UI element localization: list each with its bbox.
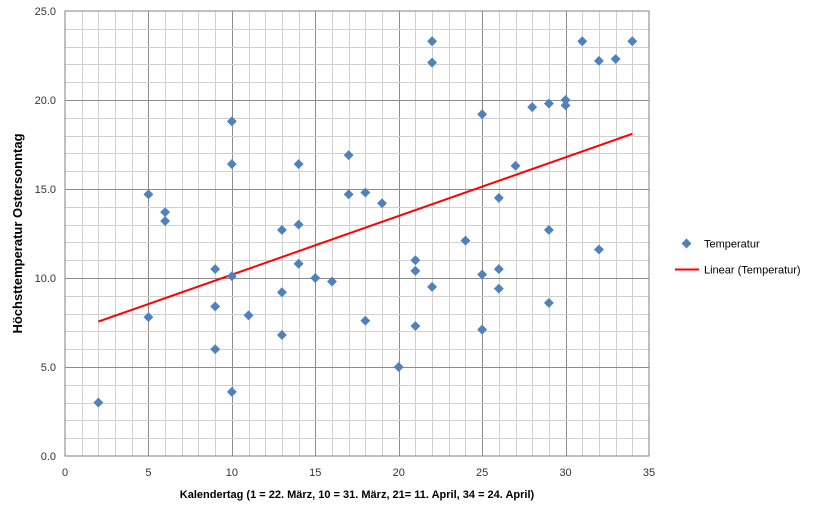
- data-point: [593, 244, 604, 255]
- data-point: [560, 100, 571, 111]
- legend-marker-temperatur: [681, 238, 692, 249]
- legend-label-temperatur: Temperatur: [704, 239, 760, 251]
- x-tick-label: 0: [62, 467, 68, 479]
- data-point: [143, 189, 154, 200]
- data-marks: [93, 36, 638, 408]
- x-tick-label: 30: [559, 467, 571, 479]
- x-tick-label: 35: [643, 467, 655, 479]
- data-point: [577, 36, 588, 47]
- data-point: [210, 344, 221, 355]
- data-point: [160, 216, 171, 226]
- data-point: [293, 159, 304, 170]
- x-tick-label: 20: [393, 467, 405, 479]
- data-point: [427, 281, 438, 292]
- data-point: [360, 315, 371, 326]
- data-point: [543, 297, 554, 308]
- data-point: [293, 219, 304, 230]
- data-point: [327, 276, 337, 287]
- y-axis-title: Höchsttemperatur Ostersonntag: [10, 133, 25, 333]
- data-point: [360, 187, 371, 198]
- x-axis-title: Kalendertag (1 = 22. März, 10 = 31. März…: [180, 489, 535, 501]
- data-point: [343, 150, 354, 161]
- data-point: [493, 264, 504, 275]
- x-tick-label: 25: [476, 467, 488, 479]
- plot-area-border: [64, 10, 650, 457]
- data-point: [310, 273, 321, 283]
- y-tick-label: 20.0: [35, 95, 56, 107]
- data-point: [593, 55, 604, 66]
- trendline-linear: [98, 132, 633, 323]
- data-point: [343, 189, 354, 200]
- data-point: [276, 224, 287, 235]
- data-point: [393, 362, 404, 372]
- data-point: [293, 258, 304, 269]
- data-point: [226, 159, 237, 170]
- data-point: [493, 283, 504, 294]
- data-point: [493, 192, 504, 203]
- y-tick-label: 0.0: [41, 451, 56, 463]
- data-point: [610, 54, 621, 65]
- x-tick-label: 10: [226, 467, 238, 479]
- data-point: [160, 207, 171, 218]
- data-point: [210, 264, 221, 275]
- data-point: [410, 265, 421, 276]
- legend: Temperatur Linear (Temperatur): [675, 239, 801, 277]
- data-point: [560, 95, 571, 105]
- data-point: [410, 321, 421, 332]
- data-point: [543, 98, 554, 109]
- data-point: [410, 255, 421, 266]
- data-point: [276, 287, 287, 298]
- y-tick-label: 15.0: [35, 184, 56, 196]
- data-point: [627, 36, 638, 47]
- y-tick-label: 5.0: [41, 362, 56, 374]
- data-point: [226, 116, 237, 127]
- data-point: [477, 324, 488, 335]
- data-point: [210, 301, 221, 312]
- tick-labels: 0 5 10 15 20 25 30 35 0.0 5.0 10.0 15.0 20.0 25.0: [35, 6, 656, 479]
- data-point: [226, 271, 237, 282]
- y-tick-label: 10.0: [35, 273, 56, 285]
- data-point: [527, 102, 538, 113]
- data-point: [377, 198, 387, 209]
- data-point: [460, 235, 471, 246]
- data-point: [276, 330, 287, 340]
- legend-label-linear: Linear (Temperatur): [704, 265, 801, 277]
- x-tick-label: 5: [145, 467, 151, 479]
- data-point: [543, 224, 554, 235]
- data-point: [477, 269, 488, 280]
- data-point: [510, 160, 521, 171]
- data-point: [226, 386, 237, 397]
- x-tick-label: 15: [309, 467, 321, 479]
- data-point: [143, 312, 154, 323]
- data-point: [243, 310, 254, 321]
- y-tick-label: 25.0: [35, 6, 56, 18]
